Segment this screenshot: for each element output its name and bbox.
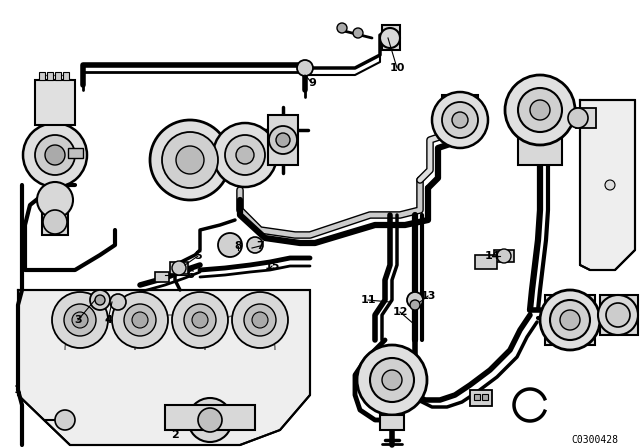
Circle shape — [35, 135, 75, 175]
Circle shape — [37, 182, 73, 218]
Bar — [600, 295, 638, 335]
Circle shape — [192, 312, 208, 328]
Circle shape — [380, 28, 400, 48]
Circle shape — [505, 75, 575, 145]
Circle shape — [530, 100, 550, 120]
Circle shape — [132, 312, 148, 328]
Circle shape — [276, 133, 290, 147]
Circle shape — [172, 261, 186, 275]
Circle shape — [213, 123, 277, 187]
Text: 2: 2 — [171, 430, 179, 440]
Circle shape — [353, 28, 363, 38]
Circle shape — [110, 294, 126, 310]
Circle shape — [218, 233, 242, 257]
Circle shape — [550, 300, 590, 340]
Circle shape — [72, 312, 88, 328]
Bar — [155, 272, 169, 282]
Bar — [470, 390, 492, 406]
Circle shape — [568, 108, 588, 128]
Circle shape — [606, 303, 630, 327]
Bar — [68, 148, 83, 158]
Bar — [382, 25, 400, 50]
Text: 7: 7 — [256, 241, 264, 251]
Circle shape — [150, 120, 230, 200]
Bar — [442, 95, 478, 125]
Circle shape — [43, 210, 67, 234]
Circle shape — [540, 290, 600, 350]
Text: 11: 11 — [360, 295, 376, 305]
Bar — [380, 415, 404, 430]
Bar — [475, 255, 497, 269]
Circle shape — [432, 92, 488, 148]
Text: 10: 10 — [389, 63, 404, 73]
Circle shape — [55, 410, 75, 430]
Text: C0300428: C0300428 — [572, 435, 618, 445]
Text: 15: 15 — [264, 261, 280, 271]
Bar — [494, 250, 514, 262]
Text: 12: 12 — [392, 307, 408, 317]
Bar — [63, 72, 69, 80]
Circle shape — [124, 304, 156, 336]
Bar — [170, 262, 188, 274]
Circle shape — [560, 310, 580, 330]
Circle shape — [370, 358, 414, 402]
Circle shape — [162, 132, 218, 188]
Circle shape — [23, 123, 87, 187]
Circle shape — [172, 292, 228, 348]
Circle shape — [442, 102, 478, 138]
Bar — [35, 80, 75, 125]
Bar — [576, 108, 596, 128]
Text: 6: 6 — [186, 270, 194, 280]
Circle shape — [232, 292, 288, 348]
Polygon shape — [18, 290, 310, 445]
Circle shape — [518, 88, 562, 132]
Text: 1: 1 — [14, 385, 22, 395]
Circle shape — [247, 237, 263, 253]
Bar — [165, 405, 255, 430]
Circle shape — [236, 146, 254, 164]
Bar — [482, 394, 488, 400]
Text: 13: 13 — [420, 291, 436, 301]
Circle shape — [95, 295, 105, 305]
Bar — [39, 72, 45, 80]
Text: 9: 9 — [308, 78, 316, 88]
Bar — [42, 200, 68, 235]
Circle shape — [64, 304, 96, 336]
Text: 5: 5 — [194, 251, 202, 261]
Bar — [47, 72, 53, 80]
Circle shape — [269, 126, 297, 154]
Bar — [268, 115, 298, 165]
Text: 8: 8 — [234, 241, 242, 251]
Circle shape — [605, 180, 615, 190]
Circle shape — [297, 60, 313, 76]
Circle shape — [188, 398, 232, 442]
Circle shape — [244, 304, 276, 336]
Text: 3: 3 — [74, 315, 82, 325]
Bar — [55, 72, 61, 80]
Circle shape — [382, 370, 402, 390]
Bar — [370, 360, 415, 405]
Circle shape — [52, 292, 108, 348]
Circle shape — [252, 312, 268, 328]
Bar — [518, 130, 562, 165]
Circle shape — [176, 146, 204, 174]
Circle shape — [225, 135, 265, 175]
Text: 4: 4 — [104, 315, 112, 325]
Circle shape — [112, 292, 168, 348]
Circle shape — [452, 112, 468, 128]
Circle shape — [90, 290, 110, 310]
Circle shape — [45, 145, 65, 165]
Bar — [474, 394, 480, 400]
Circle shape — [410, 300, 420, 310]
Polygon shape — [580, 100, 635, 270]
Circle shape — [598, 295, 638, 335]
Circle shape — [184, 304, 216, 336]
Circle shape — [357, 345, 427, 415]
Circle shape — [497, 249, 511, 263]
Circle shape — [337, 23, 347, 33]
Circle shape — [198, 408, 222, 432]
Bar — [545, 295, 595, 345]
Text: 14: 14 — [484, 251, 500, 261]
Circle shape — [407, 292, 423, 308]
